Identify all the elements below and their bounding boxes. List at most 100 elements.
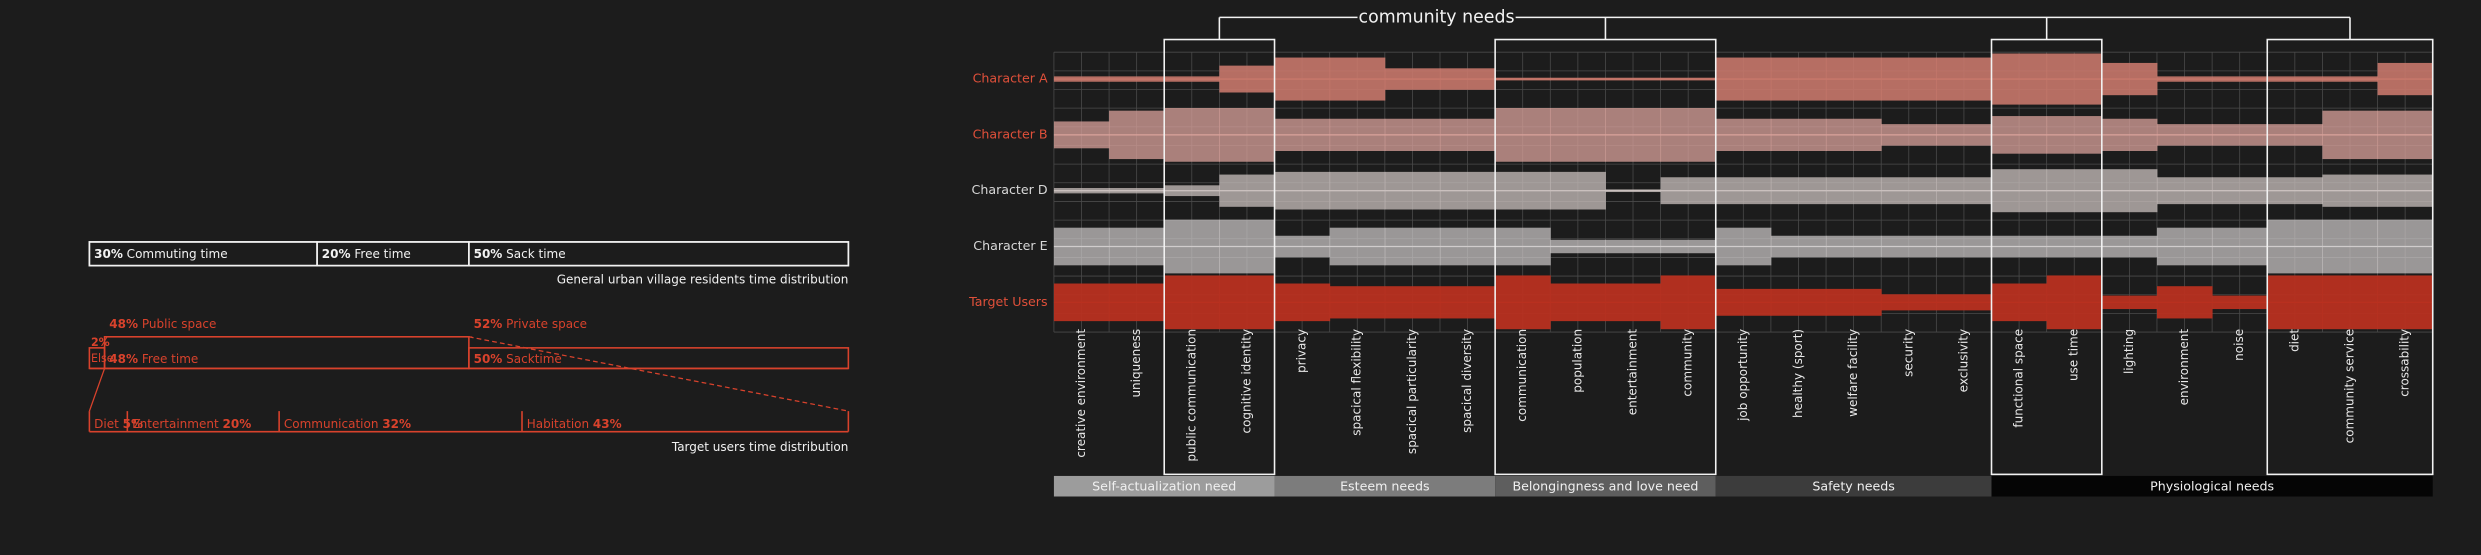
column-label: public communication (1184, 329, 1198, 462)
text-part: Entertainment (132, 416, 219, 430)
band-segment (1605, 239, 1662, 254)
band-segment (2267, 124, 2323, 146)
band-segment (2212, 227, 2268, 266)
band-segment (2101, 235, 2158, 258)
band-segment (1826, 235, 1882, 258)
band-segment (1495, 227, 1551, 266)
band-segment (2377, 174, 2434, 207)
band-segment (1826, 288, 1882, 316)
column-label: crossability (2398, 329, 2412, 397)
diagram-title: community needs (1359, 7, 1515, 27)
band-segment (2156, 227, 2213, 266)
column-label: communication (1515, 329, 1529, 422)
band-segment (1274, 57, 1331, 101)
band-segment (1936, 235, 1992, 258)
band-segment (1274, 283, 1331, 322)
band-segment (1274, 171, 1331, 210)
band-segment (2377, 110, 2434, 160)
text-part: Private space (506, 317, 587, 331)
band-segment (1991, 283, 2048, 322)
band-segment (2101, 118, 2158, 152)
text-part: Sacktime (506, 351, 562, 365)
band-segment (2377, 62, 2434, 96)
band-segment (2322, 174, 2379, 207)
band-segment (2322, 110, 2379, 160)
band-segment (1495, 77, 1551, 81)
band-segment (1660, 77, 1717, 81)
band-segment (1495, 275, 1551, 330)
band-segment (1660, 239, 1717, 254)
target-bottom-label: Entertainment 20% (132, 416, 251, 430)
target-top-label: 48% Public space (109, 317, 216, 331)
band-segment (2212, 177, 2268, 205)
general-caption: General urban village residents time dis… (557, 272, 849, 286)
band-segment (1109, 227, 1165, 266)
band-segment (2377, 275, 2434, 330)
band-segment (2046, 53, 2103, 105)
column-label: privacy (1295, 329, 1309, 373)
text-part: Commuting time (127, 246, 228, 260)
band-segment (1439, 171, 1496, 210)
target-bottom-label: Communication 32% (284, 416, 411, 430)
column-label: community (1681, 329, 1695, 397)
band-segment (1605, 77, 1662, 81)
band-segment (1881, 124, 1937, 146)
band-segment (1329, 57, 1386, 101)
text-part: 50% (474, 246, 503, 260)
band-segment (1274, 118, 1331, 152)
text-part: 32% (382, 416, 411, 430)
column-label: community service (2342, 329, 2356, 443)
column-label: healthy (sport) (1791, 329, 1805, 418)
band-segment (1550, 77, 1606, 81)
band-segment (1053, 227, 1110, 266)
band-segment (2156, 124, 2213, 146)
band-segment (1605, 107, 1662, 162)
band-segment (1329, 171, 1386, 210)
band-segment (2322, 219, 2379, 274)
column-label: spacical particularity (1405, 329, 1419, 454)
group-label: Esteem needs (1340, 479, 1429, 494)
text-part: Free time (354, 246, 410, 260)
target-caption: Target users time distribution (671, 440, 848, 454)
column-label: cognitive identity (1239, 329, 1253, 434)
column-label: spacical diversity (1460, 329, 1474, 433)
band-segment (1219, 65, 1276, 93)
band-segment (2046, 116, 2103, 154)
column-label: noise (2232, 329, 2246, 361)
band-segment (2156, 76, 2213, 82)
text-part: Public space (142, 317, 217, 331)
general-segment (468, 241, 850, 267)
band-segment (1164, 185, 1220, 197)
band-segment (1715, 118, 1772, 152)
column-label: entertainment (1626, 329, 1640, 416)
band-segment (1881, 177, 1937, 205)
band-segment (2212, 76, 2268, 82)
column-label: welfare facility (1846, 329, 1860, 417)
band-segment (1329, 118, 1386, 152)
band-segment (1660, 275, 1717, 330)
text-part: Communication (284, 416, 379, 430)
band-segment (1053, 283, 1110, 322)
band-segment (1439, 286, 1496, 319)
column-label: functional space (2012, 329, 2026, 428)
band-segment (2101, 62, 2158, 96)
band-segment (1715, 57, 1772, 101)
band-segment (1991, 53, 2048, 105)
band-segment (2046, 169, 2103, 213)
general-segment-label: 50% Sack time (474, 246, 566, 260)
column-label: use time (2067, 329, 2081, 381)
band-segment (1881, 57, 1937, 101)
band-segment (2212, 124, 2268, 146)
band-segment (2267, 219, 2323, 274)
band-segment (1826, 118, 1882, 152)
band-segment (1329, 286, 1386, 319)
band-segment (2322, 76, 2379, 82)
band-segment (1384, 68, 1441, 90)
group-bar (1715, 475, 1992, 497)
band-segment (1826, 57, 1882, 101)
band-segment (1991, 116, 2048, 154)
text-part: 48% (109, 351, 138, 365)
band-segment (1495, 171, 1551, 210)
band-segment (2377, 219, 2434, 274)
band-segment (1660, 177, 1717, 205)
